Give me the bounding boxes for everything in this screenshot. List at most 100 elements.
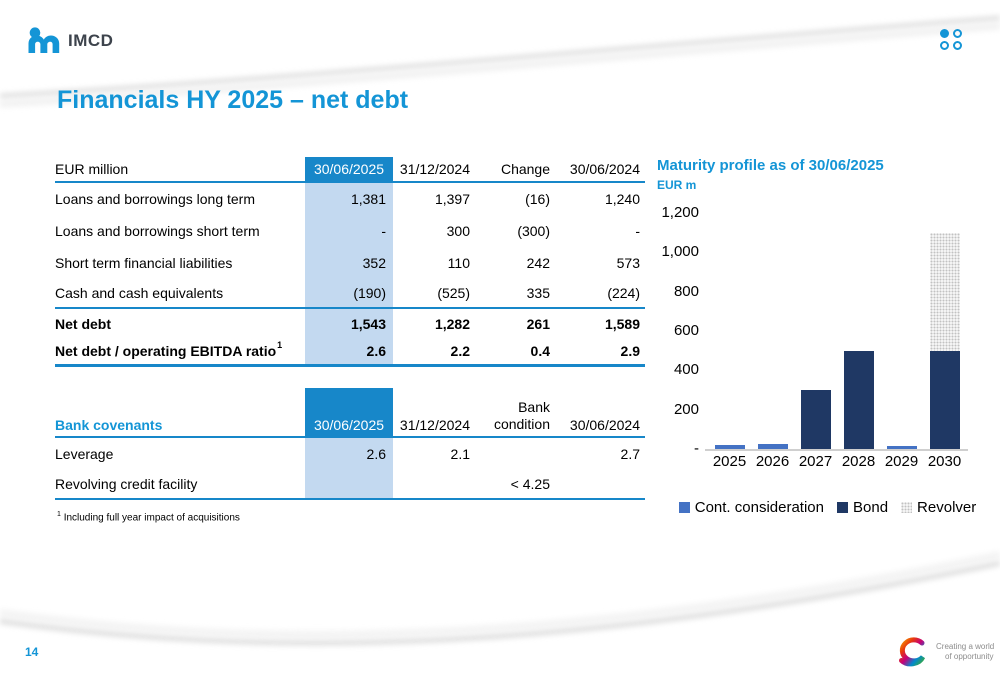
grid-dots-icon[interactable] [940,29,963,50]
bar-group-2028 [837,213,880,449]
cell: - [305,215,393,247]
column-header: EUR million [55,161,129,177]
footnote-marker: 1 [277,340,283,350]
table-header-row: EUR million 30/06/2025 31/12/2024 Change… [55,157,645,183]
logo-wordmark: IMCD [68,30,114,50]
cell [553,470,645,498]
bar-segment-2029 [886,446,917,449]
table-row: Revolving credit facility < 4.25 [55,470,645,500]
top-swoosh-decoration [0,15,1000,108]
cell: (300) [517,223,550,239]
footnote-marker: 1 [57,511,61,518]
y-tick-label: 1,200 [661,204,699,221]
cell: 1,397 [434,191,470,207]
bar-group-2027 [794,213,837,449]
legend-swatch [837,502,848,513]
tagline-line1: Creating a world [936,642,995,651]
cell: 1,589 [604,315,640,332]
cell: 2.6 [305,438,393,470]
x-tick-label: 2027 [798,453,833,470]
table-title: Bank covenants [55,417,163,433]
table-row-ebitda-ratio: Net debt / operating EBITDA ratio 1 2.6 2… [55,338,645,367]
cell: < 4.25 [510,476,550,492]
bar-segment-2030 [929,350,960,449]
y-tick-label: - [694,440,699,457]
bar-segment-2026 [757,444,788,449]
x-tick-label: 2025 [712,453,747,470]
column-header: 31/12/2024 [399,161,470,177]
cell: 2.1 [450,446,470,462]
x-tick-label: 2028 [841,453,876,470]
chart-plot [708,213,966,449]
column-header: Bank condition [474,390,553,436]
cell: 335 [526,285,550,301]
footnote-text: Including full year impact of acquisitio… [63,512,240,524]
cell: 2.2 [450,343,470,359]
cell: 2.7 [620,446,640,462]
column-header: Change [500,161,550,177]
tagline-logo: Creating a world of opportunity [893,636,994,668]
bar-group-2029 [880,213,923,449]
legend-swatch [678,502,690,513]
table-row: Short term financial liabilities 352 110… [55,247,645,279]
imcd-logo-icon [28,27,60,53]
cell: 1,282 [434,315,470,332]
bank-covenants-table: Bank covenants 30/06/2025 31/12/2024 Ban… [55,388,645,500]
row-label: Net debt [55,315,111,332]
row-label: Cash and cash equivalents [55,285,224,301]
table-row-net-debt: Net debt 1,543 1,282 261 1,589 [55,309,645,338]
row-label: Loans and borrowings short term [55,223,260,239]
cell: 0.4 [530,343,550,359]
legend-label: Bond [853,499,889,516]
cell: - [635,223,640,239]
column-header-current: 30/06/2025 [305,157,393,181]
x-tick-label: 2026 [755,453,790,470]
chart-legend: Cont. consideration Bond Revolver [655,499,1000,516]
cell: (224) [607,285,640,301]
legend-label: Cont. consideration [694,499,824,516]
legend-swatch [901,502,913,513]
cell: 300 [446,223,470,239]
legend-label: Revolver [917,499,977,516]
chart-unit-label: EUR m [657,178,697,192]
bar-segment-2027 [800,390,831,449]
table-row: Loans and borrowings long term 1,381 1,3… [55,183,645,215]
bar-group-2030 [923,213,966,449]
imcd-logo: IMCD [27,27,113,54]
chart-x-axis-line [705,449,968,451]
bar-group-2026 [751,213,794,449]
page-number: 14 [25,645,39,659]
row-label-text: Net debt / operating EBITDA ratio [55,343,277,359]
rainbow-loop-icon [899,637,926,667]
x-tick-label: 2030 [927,453,962,470]
row-label: Short term financial liabilities [55,255,233,271]
table-row: Cash and cash equivalents (190) (525) 33… [55,279,645,309]
y-tick-label: 200 [673,400,699,418]
cell: 573 [616,255,640,271]
y-tick-label: 800 [673,282,699,300]
cell: 1,381 [305,183,393,215]
bar-segment-2030 [929,232,960,351]
cell [474,438,553,470]
cell: 1,240 [604,191,640,207]
y-tick-label: 600 [673,322,699,339]
tagline-line2: of opportunity [945,652,994,661]
cell: (525) [437,285,470,301]
table-row: Leverage 2.6 2.1 2.7 [55,438,645,470]
row-label: Leverage [55,446,114,462]
cell: 261 [526,315,550,332]
cell [393,470,474,498]
maturity-chart: Maturity profile as of 30/06/2025 EUR m … [655,155,1000,535]
y-tick-label: 1,000 [661,243,699,261]
y-tick-label: 400 [673,361,699,379]
chart-x-labels: 2025 2026 2027 2028 2029 2030 [708,453,966,470]
tagline-text: Creating a world of opportunity [936,642,994,662]
legend-item: Bond [837,499,888,516]
bar-segment-2028 [843,350,874,449]
cell: (190) [305,279,393,307]
row-label: Net debt / operating EBITDA ratio 1 [55,338,305,364]
bar-group-2025 [708,213,751,449]
column-header: 30/06/2024 [569,417,640,433]
chart-y-axis: - 200 400 600 800 1,000 1,200 [655,155,699,465]
